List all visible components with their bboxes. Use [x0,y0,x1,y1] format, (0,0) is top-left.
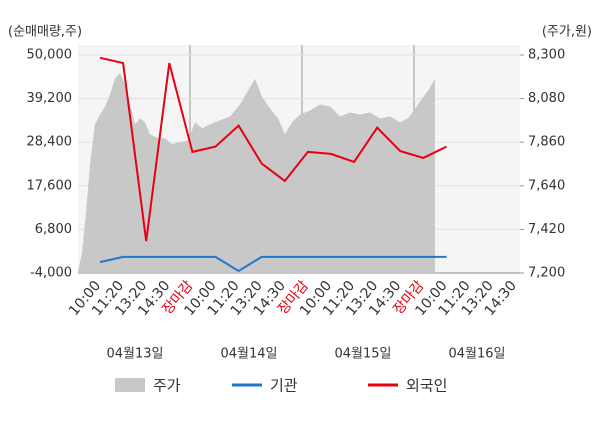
y2-tick-label: 7,200 [528,266,565,281]
y-tick-label: -4,000 [30,266,72,281]
date-label: 04월16일 [448,347,505,362]
legend-swatch [115,378,145,392]
y-tick-label: 50,000 [27,48,73,63]
date-label: 04월13일 [106,347,163,362]
legend-label: 외국인 [406,377,447,395]
series-line [99,255,447,273]
series-line [99,56,447,242]
legend-label: 주가 [153,377,181,395]
y2-tick-label: 8,300 [528,48,565,63]
y-tick-label: 6,800 [35,222,72,237]
y2-tick-label: 8,080 [528,91,565,106]
y2-tick-label: 7,640 [528,178,565,193]
y2-axis-title: (주가,원) [542,25,592,40]
date-label: 04월15일 [334,347,391,362]
price-area [78,72,435,273]
y-tick-label: 17,600 [27,178,73,193]
date-label: 04월14일 [220,347,277,362]
y2-tick-label: 7,420 [528,222,565,237]
y-tick-label: 39,200 [27,91,73,106]
y-axis-title: (순매매량,주) [8,25,82,40]
y2-tick-label: 7,860 [528,135,565,150]
legend-label: 기관 [270,377,298,395]
y-tick-label: 28,400 [27,135,73,150]
